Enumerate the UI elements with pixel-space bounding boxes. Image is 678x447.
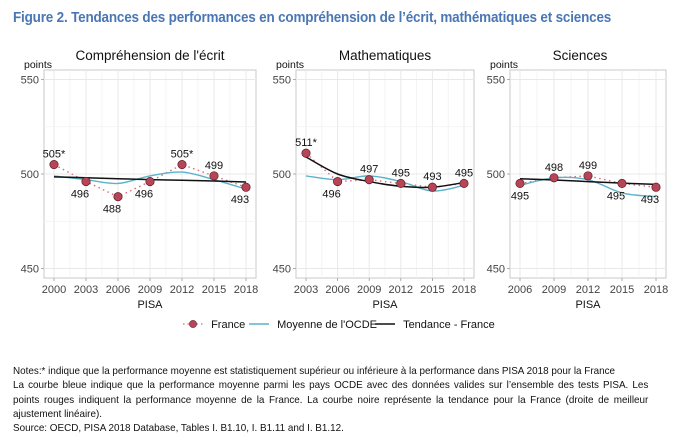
y-tick-label: 500	[21, 169, 39, 181]
legend-item-trend: Tendance - France	[374, 318, 495, 331]
france-point-icon	[183, 320, 203, 328]
notes-description: La courbe bleue indique que la performan…	[13, 380, 649, 420]
france-data-point	[177, 159, 187, 170]
y-tick-label: 550	[273, 74, 291, 86]
x-tick-label: 2006	[106, 284, 130, 296]
x-tick-label: 2000	[42, 284, 66, 296]
y-axis-label: points	[490, 59, 518, 71]
data-label: 493	[423, 171, 441, 183]
data-label: 488	[103, 204, 121, 216]
figure-title: Figure 2. Tendances des performances en …	[13, 10, 612, 26]
data-label: 495	[607, 190, 625, 202]
france-data-point	[583, 171, 593, 181]
panel-title: Mathematiques	[339, 48, 432, 63]
france-data-point	[459, 178, 469, 189]
legend-label-trend: Tendance - France	[403, 319, 495, 331]
legend-item-france: France	[182, 318, 245, 331]
x-tick-label: 2009	[357, 284, 381, 296]
x-axis-label: PISA	[575, 299, 601, 311]
y-tick-label: 500	[487, 169, 505, 181]
y-tick-label: 550	[21, 74, 39, 86]
data-label: 495	[455, 167, 473, 179]
data-label: 496	[71, 189, 89, 201]
x-tick-label: 2015	[610, 284, 634, 296]
x-tick-label: 2018	[234, 284, 258, 296]
y-tick-label: 550	[487, 74, 505, 86]
notes-asterisk: Notes:* indique que la performance moyen…	[13, 366, 616, 377]
data-label: 499	[205, 160, 223, 172]
y-tick-label: 450	[487, 264, 505, 276]
data-label: 493	[641, 194, 659, 206]
france-data-point	[113, 192, 123, 202]
notes-source: Source: OECD, PISA 2018 Database, Tables…	[13, 423, 344, 435]
panel-title: Sciences	[553, 48, 608, 63]
data-label: 505*	[171, 149, 194, 161]
data-label: 497	[360, 164, 378, 176]
france-data-point	[549, 173, 559, 183]
y-axis-label: points	[276, 59, 304, 71]
x-tick-label: 2012	[170, 284, 194, 296]
france-data-point	[145, 177, 155, 187]
notes: Notes:* indique que la performance moyen…	[13, 365, 648, 436]
charts-svg: 2000 2003 2006 2009 2012 2015 2018 450 500 550 Com…	[21, 48, 669, 311]
x-axis-label: PISA	[137, 299, 163, 311]
data-label: 496	[322, 189, 340, 201]
legend-item-oecd: Moyenne de l'OCDE	[248, 318, 377, 331]
france-data-point	[515, 178, 525, 189]
x-tick-label: 2018	[452, 284, 476, 296]
france-data-point	[209, 171, 219, 181]
data-label: 493	[231, 194, 249, 206]
data-label: 495	[511, 190, 529, 202]
data-label: 496	[135, 189, 153, 201]
data-label: 498	[545, 162, 563, 174]
x-tick-label: 2009	[542, 284, 566, 296]
france-dotted-line	[305, 152, 465, 188]
france-data-point	[241, 182, 251, 192]
x-tick-label: 2015	[202, 284, 226, 296]
france-data-point	[364, 175, 374, 185]
data-label: 495	[392, 167, 410, 179]
y-tick-label: 450	[21, 264, 39, 276]
france-data-point	[427, 182, 437, 192]
france-data-point	[617, 178, 627, 189]
x-tick-label: 2015	[420, 284, 444, 296]
oecd-line-icon	[249, 323, 269, 325]
panel-title: Compréhension de l'écrit	[76, 48, 225, 63]
france-data-point	[651, 182, 661, 192]
x-tick-label: 2006	[508, 284, 532, 296]
data-label: 511*	[295, 137, 318, 149]
france-data-point	[301, 148, 311, 158]
data-label: 499	[579, 160, 597, 172]
france-data-point	[49, 159, 59, 170]
x-tick-label: 2003	[294, 284, 318, 296]
france-data-point	[333, 177, 343, 187]
x-tick-label: 2009	[138, 284, 162, 296]
trend-line-icon	[375, 323, 395, 325]
legend-label-france: France	[211, 319, 246, 331]
x-tick-label: 2012	[576, 284, 600, 296]
france-data-point	[81, 177, 91, 187]
x-tick-label: 2012	[389, 284, 413, 296]
x-tick-label: 2018	[644, 284, 668, 296]
legend-label-oecd: Moyenne de l'OCDE	[277, 319, 377, 331]
france-trend-line	[519, 177, 657, 186]
y-axis-label: points	[24, 59, 52, 71]
data-label: 505*	[43, 149, 66, 161]
y-tick-label: 450	[273, 264, 291, 276]
y-tick-label: 500	[273, 169, 291, 181]
x-tick-label: 2006	[325, 284, 349, 296]
france-data-point	[396, 178, 406, 189]
x-axis-label: PISA	[372, 299, 398, 311]
x-tick-label: 2003	[74, 284, 98, 296]
